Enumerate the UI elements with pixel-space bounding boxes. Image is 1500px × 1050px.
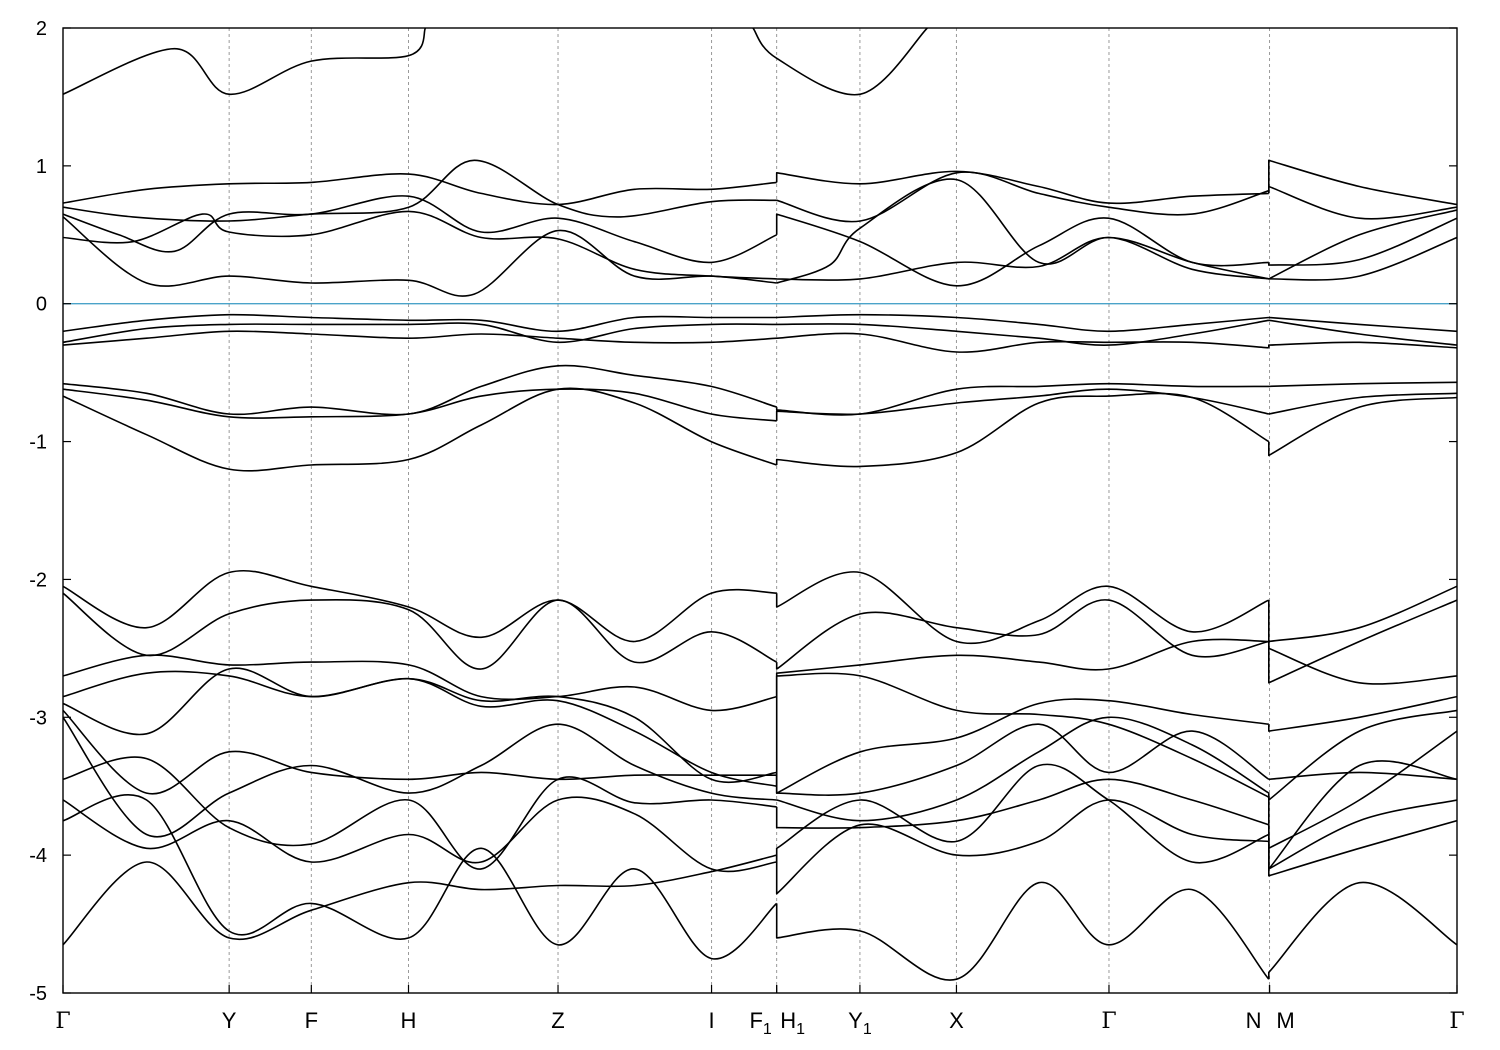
kpoint-label: Γ — [1449, 1009, 1464, 1034]
band-line — [63, 195, 1457, 287]
band-line — [63, 760, 1457, 946]
kpoint-label: Γ — [55, 1009, 70, 1034]
kpoint-label: N — [1246, 1008, 1262, 1033]
band-line — [63, 638, 1457, 712]
band-line — [63, 763, 1457, 877]
band-line — [63, 319, 1457, 346]
band-line — [63, 178, 1457, 297]
band-line — [63, 709, 1457, 796]
kpoint-label-subscript: 1 — [796, 1021, 805, 1038]
band-line — [63, 388, 1457, 422]
kpoint-label: F1 — [749, 1008, 771, 1038]
band-lines — [63, 28, 1457, 981]
kpoint-label: X — [949, 1008, 964, 1033]
band-line — [63, 794, 1457, 981]
kpoint-label: M — [1276, 1008, 1294, 1033]
band-line — [63, 159, 1457, 223]
band-line — [63, 592, 1457, 684]
y-tick-label: -2 — [29, 569, 47, 591]
kpoint-label: I — [708, 1008, 714, 1033]
band-line — [63, 313, 1457, 333]
y-tick-labels: 2 1 0 -1 -2 -3 -4 -5 — [29, 18, 47, 1005]
band-line — [63, 159, 1457, 206]
band-line — [752, 28, 928, 96]
kpoint-gridlines — [228, 28, 1271, 993]
kpoint-labels: Γ Y F H Z I F1 H1 Y1 X Γ N M Γ — [55, 1008, 1464, 1038]
band-line — [63, 330, 1457, 353]
kpoint-label: Z — [551, 1008, 564, 1033]
kpoint-label-subscript: 1 — [763, 1021, 772, 1038]
kpoint-label-subscript: 1 — [863, 1021, 872, 1038]
kpoint-label: Γ — [1101, 1009, 1116, 1034]
y-tick-label: 2 — [36, 18, 47, 40]
y-tick-label: -3 — [29, 707, 47, 729]
band-line — [63, 364, 1457, 416]
kpoint-label: Y1 — [848, 1008, 872, 1038]
y-tick-label: -5 — [29, 983, 47, 1005]
band-line — [63, 387, 1457, 472]
band-line — [63, 670, 1457, 794]
band-line — [63, 569, 1457, 645]
kpoint-label: F — [305, 1008, 318, 1033]
axes — [62, 27, 1458, 994]
y-tick-label: -1 — [29, 432, 47, 454]
kpoint-label: H — [401, 1008, 417, 1033]
band-line — [63, 756, 1457, 870]
plot-frame — [62, 27, 1458, 994]
y-tick-label: -4 — [29, 845, 47, 867]
band-line — [63, 28, 427, 96]
y-tick-label: 0 — [36, 294, 47, 316]
band-line — [63, 667, 1457, 801]
band-line — [63, 716, 1457, 850]
kpoint-label: H1 — [780, 1008, 805, 1038]
y-tick-label: 1 — [36, 156, 47, 178]
band-line — [63, 210, 1457, 281]
kpoint-label: Y — [222, 1008, 237, 1033]
